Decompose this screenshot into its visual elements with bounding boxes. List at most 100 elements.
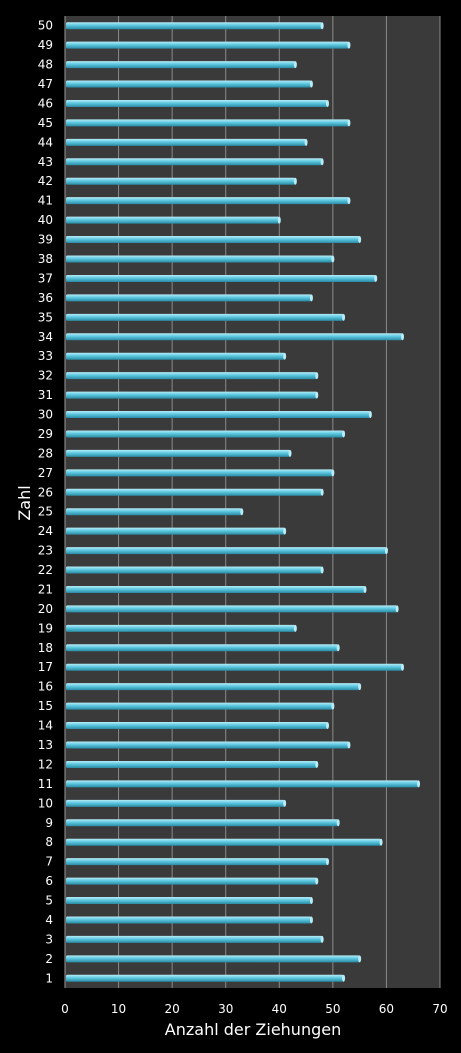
bar-cap — [342, 430, 346, 438]
y-tick-label: 33 — [38, 349, 53, 363]
y-tick-label: 42 — [38, 174, 53, 188]
y-tick-label: 30 — [38, 408, 53, 422]
y-tick-label: 24 — [38, 524, 53, 538]
bar — [66, 158, 324, 166]
bar — [66, 527, 287, 535]
bar — [66, 372, 319, 380]
bar — [66, 916, 313, 924]
bar-rect — [66, 624, 296, 632]
x-tick-label: 70 — [432, 1002, 447, 1016]
bar-cap — [277, 216, 281, 224]
bar-rect — [66, 449, 290, 457]
y-tick-labels: 1234567891011121314151617181920212223242… — [38, 19, 53, 986]
bar — [66, 760, 319, 768]
y-tick-label: 35 — [38, 310, 53, 324]
bar-cap — [336, 644, 340, 652]
bar-rect — [66, 741, 349, 749]
bar-rect — [66, 333, 403, 341]
bar — [66, 585, 367, 593]
y-tick-label: 2 — [45, 952, 53, 966]
x-tick-labels: 0 10 20 30 40 50 60 70 — [61, 1002, 447, 1016]
bar-rect — [66, 897, 312, 905]
bar-cap — [293, 61, 297, 69]
y-tick-label: 37 — [38, 271, 53, 285]
y-tick-label: 25 — [38, 505, 53, 519]
bar-cap — [320, 22, 324, 30]
bar-cap — [320, 935, 324, 943]
y-tick-label: 22 — [38, 563, 53, 577]
bar-rect — [66, 663, 403, 671]
bar-cap — [358, 683, 362, 691]
bar-cap — [347, 197, 351, 205]
y-tick-label: 31 — [38, 388, 53, 402]
bar-cap — [309, 916, 313, 924]
y-tick-label: 7 — [45, 855, 53, 869]
bar-cap — [320, 566, 324, 574]
bar — [66, 974, 346, 982]
bar-cap — [288, 449, 292, 457]
y-tick-label: 47 — [38, 77, 53, 91]
y-tick-label: 11 — [38, 777, 53, 791]
y-tick-label: 16 — [38, 680, 53, 694]
bar — [66, 41, 351, 49]
y-tick-label: 36 — [38, 291, 53, 305]
bar-cap — [326, 858, 329, 866]
bar-cap — [417, 780, 421, 788]
bar-cap — [347, 119, 351, 127]
bar-cap — [309, 80, 313, 88]
y-tick-label: 10 — [38, 796, 53, 810]
x-tick-label: 30 — [218, 1002, 233, 1016]
y-tick-label: 48 — [38, 58, 53, 72]
x-tick-label: 10 — [111, 1002, 126, 1016]
y-tick-label: 49 — [38, 38, 53, 52]
bar-rect — [66, 177, 296, 185]
bar — [66, 80, 313, 88]
bar-cap — [315, 372, 319, 380]
bar-cap — [379, 838, 383, 846]
bar-cap — [283, 799, 287, 807]
bar-cap — [293, 624, 297, 632]
bar-rect — [66, 236, 360, 244]
bar-rect — [66, 819, 339, 827]
bar-rect — [66, 391, 317, 399]
bar-rect — [66, 722, 328, 730]
y-tick-label: 9 — [45, 816, 53, 830]
bar — [66, 799, 287, 807]
x-tick-label: 20 — [165, 1002, 180, 1016]
y-axis-label: Zahl — [15, 485, 34, 520]
y-tick-label: 46 — [38, 96, 53, 110]
bar-cap — [358, 955, 362, 963]
y-tick-label: 44 — [38, 135, 53, 149]
bar — [66, 119, 351, 127]
bar — [66, 469, 335, 477]
y-tick-label: 26 — [38, 485, 53, 499]
bar-rect — [66, 585, 365, 593]
bar-cap — [320, 488, 324, 496]
bar-cap — [401, 663, 404, 671]
bar-rect — [66, 61, 296, 69]
y-tick-label: 12 — [38, 757, 53, 771]
bar-rect — [66, 760, 317, 768]
bar — [66, 644, 340, 652]
y-tick-label: 8 — [45, 835, 53, 849]
bar — [66, 177, 297, 185]
bar — [66, 722, 329, 730]
bar — [66, 138, 308, 146]
bar-rect — [66, 780, 419, 788]
x-tick-label: 60 — [379, 1002, 394, 1016]
bar-cap — [347, 41, 351, 49]
bar-rect — [66, 294, 312, 302]
bar — [66, 605, 399, 613]
bar — [66, 313, 346, 321]
bar — [66, 61, 297, 69]
bar — [66, 877, 319, 885]
bar-rect — [66, 197, 349, 205]
bar-cap — [358, 236, 362, 244]
bar-rect — [66, 508, 242, 516]
bar-rect — [66, 255, 333, 263]
bar-rect — [66, 527, 285, 535]
y-tick-label: 40 — [38, 213, 53, 227]
bar-rect — [66, 858, 328, 866]
bar-rect — [66, 547, 387, 555]
bar-rect — [66, 644, 339, 652]
